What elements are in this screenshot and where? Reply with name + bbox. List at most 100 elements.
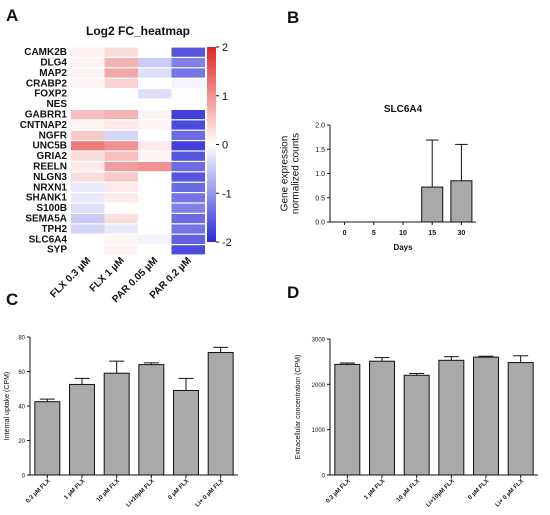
heatmap-cell <box>71 110 105 120</box>
heatmap-cell <box>138 47 172 57</box>
colorbar-tick-label: -2 <box>222 237 232 249</box>
heatmap-cell <box>71 99 105 109</box>
heatmap-row-label: TPH2 <box>41 224 67 235</box>
y-tick-label: 1.5 <box>315 147 325 154</box>
heatmap-cell <box>71 78 105 88</box>
x-tick-label: 0.3 µM FLX <box>25 478 51 504</box>
heatmap-cell <box>138 214 172 224</box>
heatmap-row-label: GABRR1 <box>25 110 68 121</box>
heatmap-cell <box>138 203 172 213</box>
x-axis-label: Days <box>393 243 413 252</box>
x-tick-label: 0 µM FLX <box>167 478 190 501</box>
bar <box>507 362 534 476</box>
heatmap-row-label: UNC5B <box>33 141 67 152</box>
heatmap-cell <box>104 193 138 203</box>
heatmap-cell <box>138 234 172 244</box>
heatmap-cell <box>171 89 205 99</box>
x-tick-label: 10 µM FLX <box>96 478 121 503</box>
bar <box>34 401 61 476</box>
heatmap-cell <box>171 182 205 192</box>
heatmap-cell <box>171 203 205 213</box>
x-tick-label: 5 <box>372 230 376 237</box>
heatmap-cell <box>104 58 138 68</box>
heatmap-cell <box>171 58 205 68</box>
heatmap-cell <box>171 47 205 57</box>
x-tick-label: 15 <box>428 230 436 237</box>
y-tick-label: 80 <box>18 336 25 342</box>
heatmap-cell <box>104 89 138 99</box>
chart-title: SLC6A4 <box>384 104 423 115</box>
y-tick-label: 2.0 <box>315 123 325 130</box>
heatmap-cell <box>71 130 105 140</box>
x-tick-label: 1 µM FLX <box>363 478 386 501</box>
y-tick-label: 3000 <box>312 338 326 344</box>
y-tick-label: 2000 <box>312 383 326 389</box>
y-axis-label: Extracellular concentration (CPM) <box>295 355 302 460</box>
panel-letter-c: C <box>6 290 19 309</box>
x-tick-label: 1 µM FLX <box>63 478 86 501</box>
heatmap-cell <box>138 99 172 109</box>
y-tick-label: 0 <box>322 474 326 480</box>
y-tick-label: 1000 <box>312 428 326 434</box>
heatmap-cell <box>171 120 205 130</box>
heatmap-title: Log2 FC_heatmap <box>86 24 190 38</box>
heatmap-cell <box>138 162 172 172</box>
x-tick-label: 10 <box>399 230 407 237</box>
colorbar-tick-label: -1 <box>222 188 232 200</box>
heatmap-cell <box>104 68 138 78</box>
heatmap-column-label: FLX 0.3 µM <box>48 255 93 300</box>
x-tick-label: 10 µM FLX <box>396 478 421 503</box>
heatmap-cell <box>104 99 138 109</box>
heatmap-cell <box>71 214 105 224</box>
heatmap-cell <box>171 234 205 244</box>
heatmap-row-label: CAMK2B <box>24 47 67 58</box>
heatmap-cell <box>71 120 105 130</box>
heatmap-cell <box>71 245 105 255</box>
heatmap-cell <box>104 214 138 224</box>
heatmap-cell <box>171 130 205 140</box>
bar <box>450 180 473 223</box>
heatmap-cell <box>104 172 138 182</box>
bar <box>138 364 165 476</box>
heatmap-cell <box>138 130 172 140</box>
bar <box>207 352 234 476</box>
heatmap-cell <box>71 172 105 182</box>
heatmap-row-label: NGFR <box>39 130 68 141</box>
heatmap-cell <box>171 162 205 172</box>
bar <box>403 374 430 476</box>
heatmap-cell <box>104 245 138 255</box>
heatmap-row-label: MAP2 <box>39 68 67 79</box>
heatmap-row-label: NRXN1 <box>33 182 67 193</box>
bar <box>473 356 499 476</box>
panel-letter-a: A <box>6 6 19 25</box>
heatmap-cell <box>104 120 138 130</box>
heatmap-cell <box>138 78 172 88</box>
heatmap-cell <box>138 120 172 130</box>
bar <box>103 372 130 476</box>
heatmap-row-label: CRABP2 <box>26 78 68 89</box>
bar <box>173 389 199 476</box>
heatmap-cell <box>171 172 205 182</box>
colorbar-tick-label: 2 <box>222 42 228 54</box>
y-tick-label: 1.0 <box>315 171 325 178</box>
heatmap-cell <box>171 68 205 78</box>
colorbar <box>207 47 216 242</box>
heatmap-cell <box>71 141 105 151</box>
heatmap-cell <box>171 110 205 120</box>
bar <box>369 360 395 476</box>
heatmap-cell <box>104 162 138 172</box>
heatmap-cell <box>104 47 138 57</box>
heatmap-row-label: SYP <box>47 245 67 256</box>
panel-letter-d: D <box>287 283 300 302</box>
heatmap-cell <box>71 47 105 57</box>
heatmap-cell <box>138 141 172 151</box>
y-tick-label: 0.0 <box>315 220 325 227</box>
heatmap-row-label: NLGN3 <box>33 172 67 183</box>
heatmap-cell <box>104 151 138 161</box>
heatmap-cell <box>104 234 138 244</box>
heatmap-cell <box>71 182 105 192</box>
heatmap-cell <box>104 182 138 192</box>
heatmap-row-label: NES <box>46 99 67 110</box>
y-tick-label: 40 <box>18 405 25 411</box>
y-tick-label: 60 <box>18 370 25 376</box>
